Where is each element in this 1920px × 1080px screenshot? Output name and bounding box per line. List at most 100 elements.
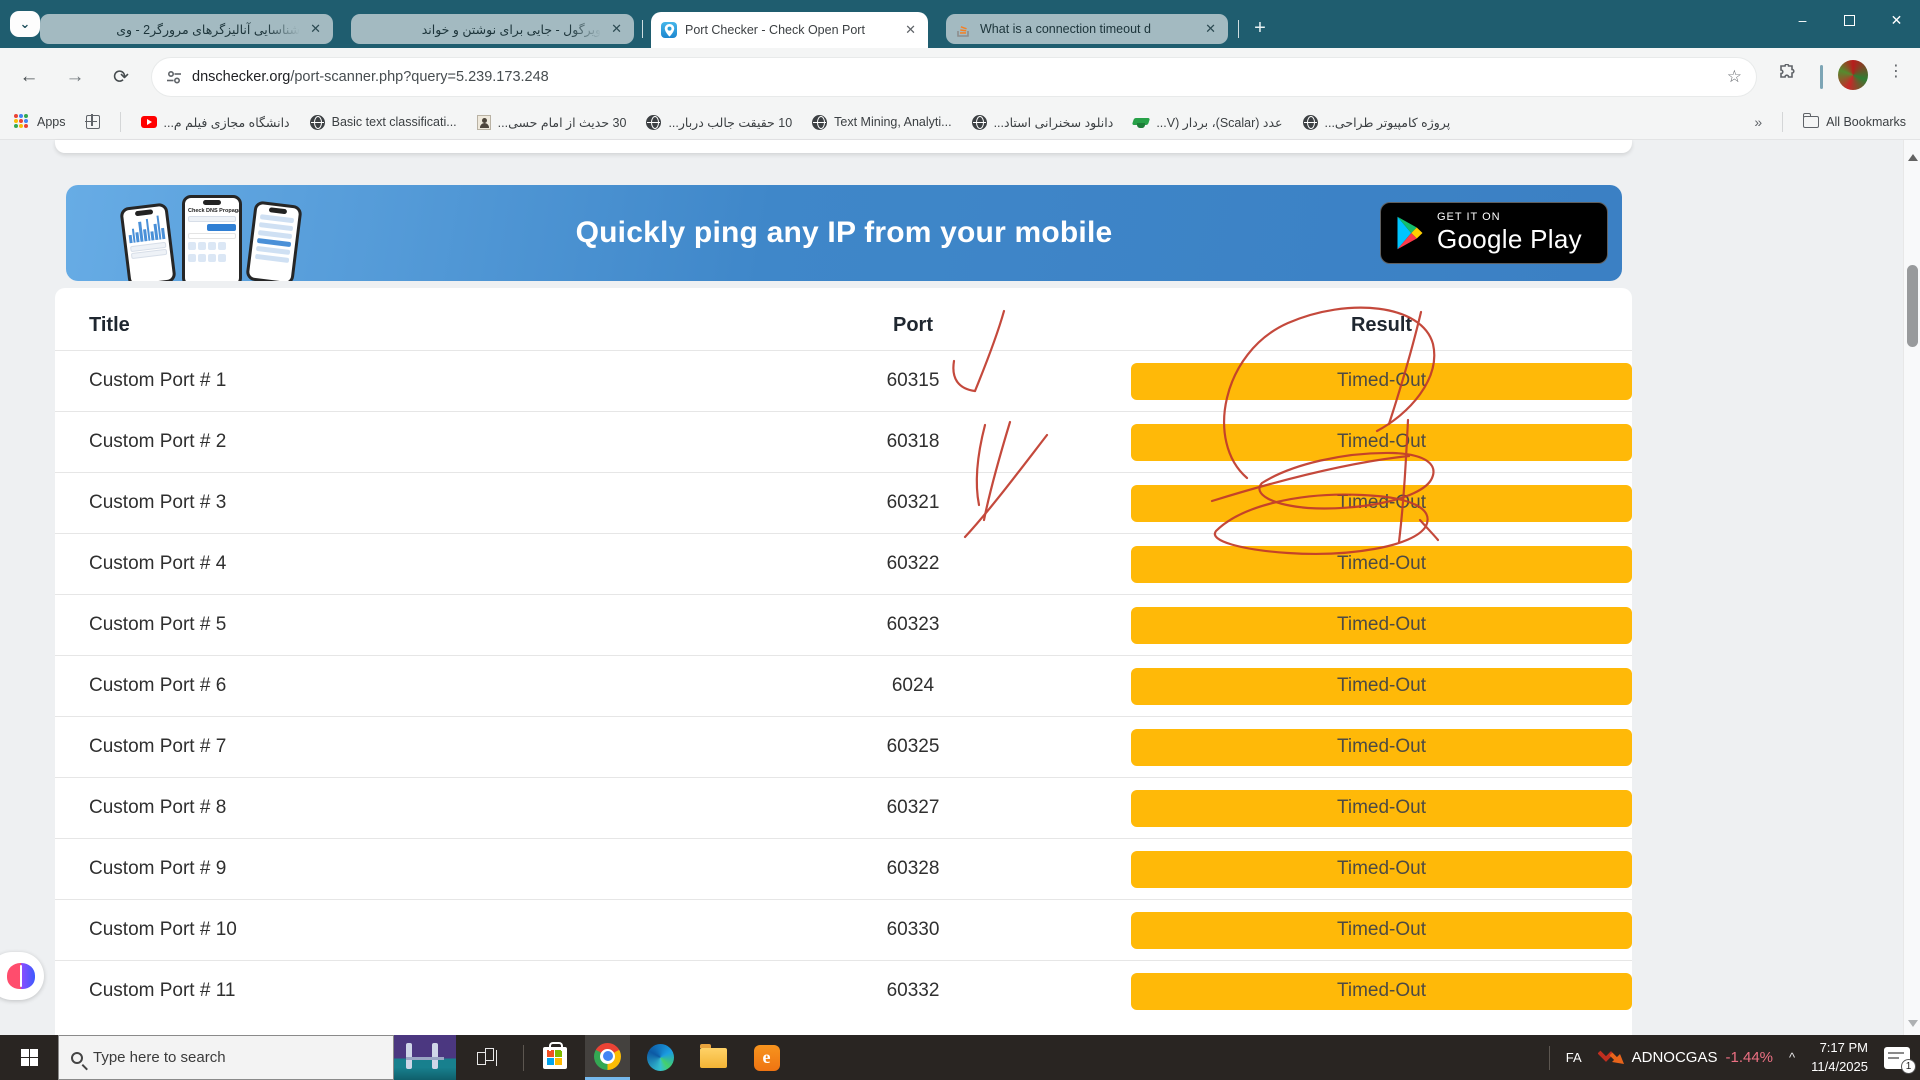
- all-bookmarks-button[interactable]: All Bookmarks: [1803, 113, 1906, 129]
- bookmark-item[interactable]: Basic text classificati...: [309, 114, 457, 130]
- notification-count-badge: 1: [1901, 1058, 1916, 1074]
- forward-button[interactable]: →: [65, 66, 85, 87]
- close-window-button[interactable]: ✕: [1890, 11, 1903, 28]
- timed-out-button[interactable]: Timed-Out: [1131, 728, 1632, 766]
- timed-out-button[interactable]: Timed-Out: [1131, 972, 1632, 1010]
- scroll-down-arrow-icon[interactable]: [1908, 1020, 1918, 1027]
- globe-icon: [971, 114, 987, 130]
- edge-taskbar-button[interactable]: [638, 1035, 683, 1080]
- search-highlight-image[interactable]: [394, 1035, 456, 1080]
- reload-button[interactable]: ⟳: [113, 66, 129, 88]
- tab-stackoverflow[interactable]: What is a connection timeout d ✕: [946, 14, 1228, 44]
- google-play-icon: [1397, 216, 1423, 250]
- address-bar[interactable]: dnschecker.org/port-scanner.php?query=5.…: [152, 58, 1756, 96]
- chrome-icon: [594, 1042, 621, 1070]
- taskbar-clock[interactable]: 7:17 PM 11/4/2025: [1811, 1039, 1868, 1077]
- ai-assistant-widget[interactable]: [0, 952, 44, 1000]
- bookmark-item[interactable]: Text Mining, Analyti...: [812, 114, 952, 130]
- stock-ticker-widget[interactable]: ADNOCGAS -1.44%: [1597, 1048, 1773, 1068]
- windows-logo-icon: [20, 1049, 38, 1066]
- bookmark-item[interactable]: دانشگاه مجازی فیلم م...: [140, 115, 290, 130]
- phone-mockup-center: Check DNS Propagation: [182, 195, 242, 281]
- bookmark-item[interactable]: دانلود سخنرانی استاد...: [971, 114, 1113, 130]
- previous-card-edge: [55, 140, 1632, 153]
- taskbar-search-box[interactable]: Type here to search: [58, 1035, 394, 1080]
- table-row: Custom Port # 9 60328 Timed-Out: [55, 838, 1632, 899]
- orange-e-app-icon: e: [753, 1044, 780, 1071]
- new-tab-button[interactable]: +: [1254, 16, 1266, 39]
- maximize-button[interactable]: [1826, 0, 1873, 40]
- start-button[interactable]: [0, 1035, 58, 1080]
- task-view-button[interactable]: [464, 1035, 509, 1080]
- downloader-app-button[interactable]: e: [744, 1035, 789, 1080]
- bookmarks-separator: [119, 112, 121, 132]
- bookmark-item[interactable]: پروژه کامپیوتر طراحی...: [1302, 114, 1450, 130]
- phone-mockup-left: [119, 202, 177, 281]
- extensions-icon[interactable]: [1778, 63, 1796, 87]
- taskbar-separator: [523, 1044, 524, 1071]
- scroll-up-arrow-icon[interactable]: [1908, 154, 1918, 161]
- mobile-app-banner[interactable]: Check DNS Propagation Quickly ping any I…: [66, 185, 1622, 281]
- bookmark-star-icon[interactable]: ☆: [1726, 67, 1742, 86]
- minimize-button[interactable]: –: [1798, 12, 1807, 28]
- timed-out-button[interactable]: Timed-Out: [1131, 606, 1632, 644]
- timed-out-button[interactable]: Timed-Out: [1131, 545, 1632, 583]
- timed-out-button[interactable]: Timed-Out: [1131, 850, 1632, 888]
- youtube-icon: [140, 116, 157, 128]
- tab-separator: [642, 20, 643, 38]
- chrome-taskbar-button[interactable]: [585, 1035, 630, 1080]
- timed-out-button[interactable]: Timed-Out: [1131, 362, 1632, 400]
- globe-icon: [646, 114, 662, 130]
- apps-grid-icon: [14, 114, 30, 130]
- url-text: dnschecker.org/port-scanner.php?query=5.…: [192, 69, 549, 85]
- timed-out-button[interactable]: Timed-Out: [1131, 911, 1632, 949]
- close-tab-icon[interactable]: ✕: [611, 21, 622, 36]
- tab-virgool-home[interactable]: ویرگول - جایی برای نوشتن و خواند ✕: [351, 14, 634, 44]
- reading-list-grid-icon[interactable]: [84, 114, 100, 129]
- search-placeholder: Type here to search: [93, 1049, 226, 1066]
- timed-out-button[interactable]: Timed-Out: [1131, 789, 1632, 827]
- phone-mockup-right: [245, 200, 303, 281]
- virgool-icon: [50, 21, 66, 37]
- stackoverflow-icon: [956, 21, 972, 37]
- notification-center-button[interactable]: 1: [1884, 1046, 1916, 1074]
- bookmarks-overflow-chevron[interactable]: »: [1754, 114, 1763, 130]
- google-play-badge[interactable]: GET IT ON Google Play: [1380, 202, 1608, 264]
- bookmark-item[interactable]: 10 حقیقت جالب دربار...: [646, 114, 792, 130]
- hidden-icons-chevron[interactable]: ^: [1789, 1050, 1796, 1065]
- file-explorer-icon: [700, 1043, 727, 1068]
- apps-shortcut[interactable]: Apps: [14, 114, 66, 130]
- close-tab-icon[interactable]: ✕: [1205, 21, 1216, 36]
- tab-title: What is a connection timeout d: [980, 22, 1151, 36]
- toolbar-separator: [1820, 65, 1823, 89]
- close-tab-icon[interactable]: ✕: [310, 21, 321, 36]
- tab-title: Port Checker - Check Open Port: [685, 23, 865, 37]
- bookmark-item[interactable]: 30 حدیث از امام حسی...: [476, 114, 626, 130]
- site-info-icon[interactable]: [166, 69, 182, 85]
- tab-search-button[interactable]: ⌄: [10, 11, 40, 37]
- language-indicator[interactable]: FA: [1565, 1050, 1582, 1065]
- tab-virgool-analyzers[interactable]: شناسایی آنالیزگرهای مرورگر2 - وی ✕: [40, 14, 333, 44]
- tab-port-checker[interactable]: Port Checker - Check Open Port ✕: [651, 12, 928, 48]
- close-tab-icon[interactable]: ✕: [905, 22, 916, 37]
- scrollbar-thumb[interactable]: [1907, 265, 1918, 347]
- apps-label: Apps: [37, 115, 66, 129]
- column-header-port: Port: [893, 313, 933, 336]
- globe-icon: [812, 114, 828, 130]
- file-explorer-button[interactable]: [691, 1035, 736, 1080]
- phone-app-title: Check DNS Propagation: [188, 208, 242, 214]
- back-button[interactable]: ←: [19, 66, 39, 87]
- timed-out-button[interactable]: Timed-Out: [1131, 667, 1632, 705]
- microsoft-store-button[interactable]: [532, 1035, 577, 1080]
- clock-date: 11/4/2025: [1811, 1058, 1868, 1074]
- menu-kebab-icon[interactable]: ⋮: [1888, 63, 1904, 80]
- taskbar-tray: FA ADNOCGAS -1.44% ^ 7:17 PM 11/4/2025 1: [1548, 1039, 1920, 1077]
- profile-avatar[interactable]: [1838, 60, 1868, 90]
- timed-out-button[interactable]: Timed-Out: [1131, 484, 1632, 522]
- table-row: Custom Port # 6 6024 Timed-Out: [55, 655, 1632, 716]
- timed-out-button[interactable]: Timed-Out: [1131, 423, 1632, 461]
- bookmark-item[interactable]: عدد (Scalar)، بردار (V...: [1133, 115, 1283, 130]
- page-scrollbar[interactable]: [1903, 140, 1920, 1035]
- table-row: Custom Port # 4 60322 Timed-Out: [55, 533, 1632, 594]
